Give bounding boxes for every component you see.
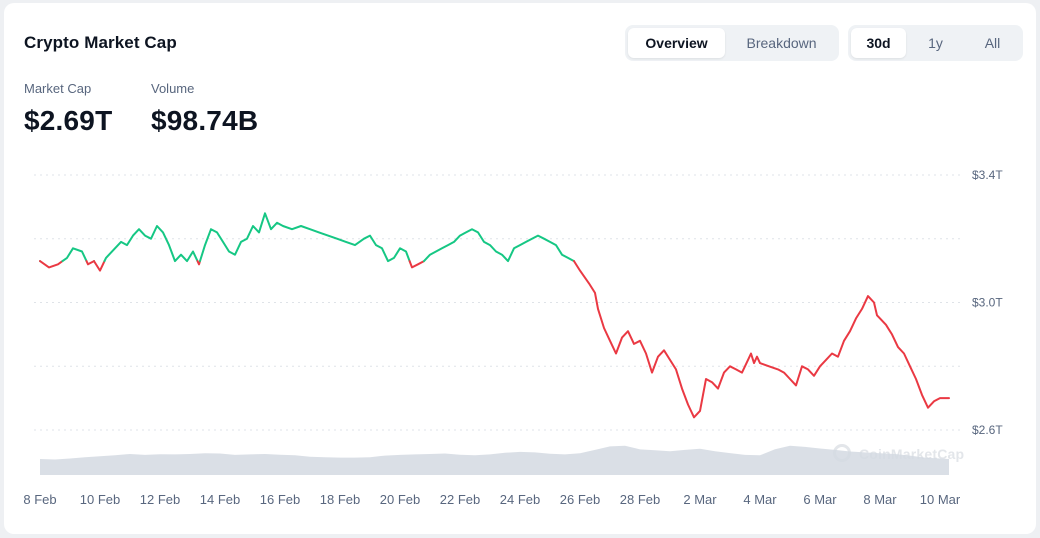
price-line-down <box>39 260 64 269</box>
x-tick-label: 8 Feb <box>23 492 56 507</box>
range-30d[interactable]: 30d <box>851 28 906 58</box>
market-cap-value: $2.69T <box>24 105 113 136</box>
price-line-up <box>103 225 199 263</box>
y-tick-label: $2.6T <box>972 423 1003 437</box>
tab-breakdown[interactable]: Breakdown <box>746 35 817 51</box>
x-tick-label: 12 Feb <box>140 492 180 507</box>
range-1y[interactable]: 1y <box>928 35 943 51</box>
volume-value: $98.74B <box>151 105 259 136</box>
volume-label: Volume <box>151 81 195 96</box>
x-tick-label: 2 Mar <box>683 492 717 507</box>
price-line-up <box>199 212 411 263</box>
x-tick-label: 4 Mar <box>743 492 777 507</box>
x-tick-label: 16 Feb <box>260 492 300 507</box>
x-tick-label: 10 Feb <box>80 492 120 507</box>
price-line-down <box>93 260 106 272</box>
view-toggle: Overview Breakdown <box>625 25 839 61</box>
y-tick-label: $3.4T <box>972 168 1003 182</box>
price-line-down <box>573 260 950 419</box>
x-tick-label: 18 Feb <box>320 492 360 507</box>
market-cap-card: Crypto Market Cap Overview Breakdown 30d… <box>4 3 1036 534</box>
volume-stat: Volume $98.74B <box>151 81 258 137</box>
range-all[interactable]: All <box>984 35 1001 51</box>
card-title: Crypto Market Cap <box>24 33 177 52</box>
market-cap-label: Market Cap <box>24 81 92 96</box>
x-tick-label: 20 Feb <box>380 492 420 507</box>
x-tick-label: 24 Feb <box>500 492 540 507</box>
price-line-up <box>423 228 575 263</box>
market-cap-chart[interactable]: $3.4T $3.0T $2.6T 8 Feb 10 Feb 12 Feb 14 Feb 16… <box>4 3 1036 534</box>
x-tick-label: 22 Feb <box>440 492 480 507</box>
x-tick-label: 14 Feb <box>200 492 240 507</box>
x-tick-label: 6 Mar <box>803 492 837 507</box>
price-line-down <box>85 260 95 266</box>
volume-area <box>40 445 949 475</box>
market-cap-stat: Market Cap $2.69T <box>24 81 112 137</box>
price-line-down <box>196 260 201 266</box>
x-tick-label: 10 Mar <box>920 492 961 507</box>
tab-overview[interactable]: Overview <box>628 28 726 58</box>
x-tick-label: 28 Feb <box>620 492 660 507</box>
price-line-up <box>61 247 88 263</box>
x-tick-label: 8 Mar <box>863 492 897 507</box>
price-line-down <box>408 260 425 269</box>
x-tick-label: 26 Feb <box>560 492 600 507</box>
y-tick-label: $3.0T <box>972 296 1003 310</box>
range-toggle: 30d 1y All <box>848 25 1023 61</box>
